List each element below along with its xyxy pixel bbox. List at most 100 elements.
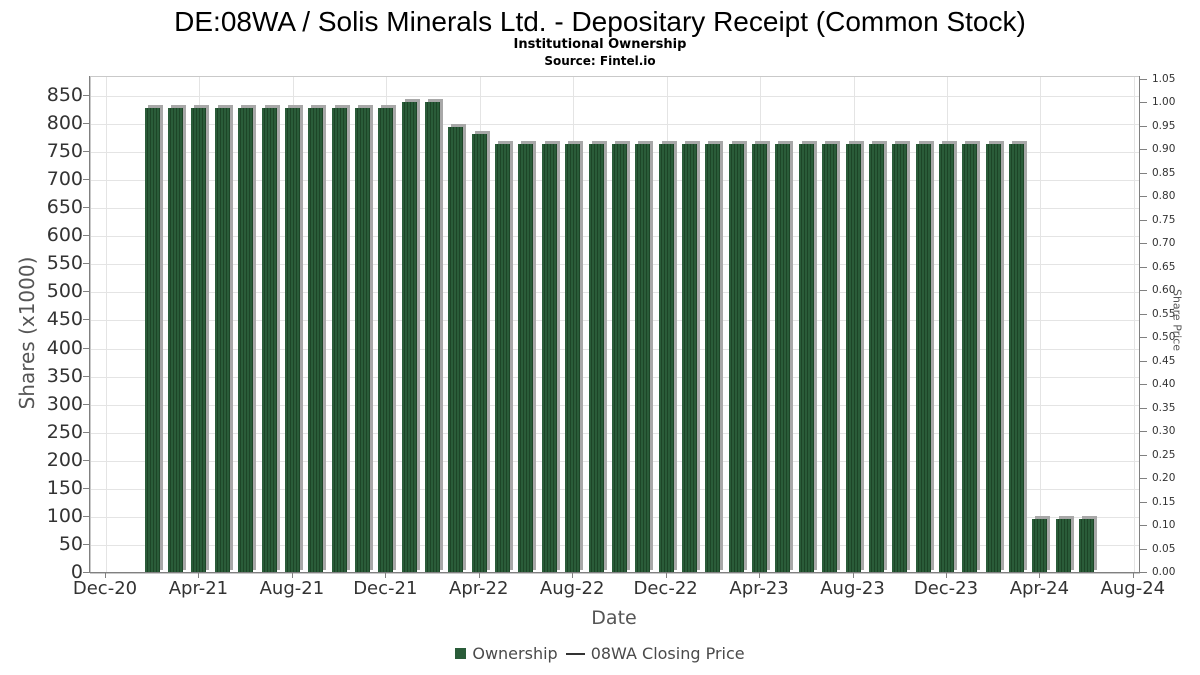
- y-right-tick-label: 0.55: [1152, 307, 1176, 320]
- legend-label-ownership: Ownership: [472, 644, 558, 663]
- y-left-tick-mark: [83, 123, 90, 125]
- y-left-tick-mark: [83, 179, 90, 181]
- x-tick-label: Apr-22: [449, 578, 509, 599]
- ownership-bar-May-24[interactable]: [1055, 518, 1071, 573]
- y-axis-right-spine: [1139, 76, 1140, 573]
- x-tick-label: Dec-22: [633, 578, 698, 599]
- x-axis-title: Date: [591, 607, 637, 629]
- y-right-tick-mark: [1140, 525, 1147, 526]
- ownership-bar-Feb-24[interactable]: [985, 143, 1001, 573]
- y-right-tick-label: 0.20: [1152, 472, 1176, 484]
- y-right-tick-label: 0.25: [1152, 448, 1176, 461]
- y-right-tick-mark: [1140, 196, 1147, 197]
- ownership-bar-Mar-23[interactable]: [728, 143, 744, 573]
- y-left-tick-label: 800: [46, 112, 83, 135]
- ownership-bar-Mar-22[interactable]: [448, 126, 464, 573]
- y-right-tick-mark: [1140, 102, 1147, 103]
- ownership-bar-Apr-21[interactable]: [191, 108, 207, 573]
- y-right-tick-label: 0.95: [1152, 119, 1176, 132]
- ownership-bar-May-22[interactable]: [495, 143, 511, 573]
- x-tick-label: Aug-21: [259, 578, 325, 599]
- x-tick-label: Apr-23: [729, 578, 789, 599]
- y-left-tick-mark: [83, 375, 90, 377]
- ownership-bar-Dec-23[interactable]: [938, 143, 954, 573]
- ownership-bar-Jan-24[interactable]: [962, 143, 978, 573]
- y-right-tick-mark: [1140, 384, 1147, 385]
- y-right-tick-mark: [1140, 290, 1147, 291]
- h-gridline: [91, 96, 1139, 97]
- y-right-tick-mark: [1140, 313, 1147, 315]
- y-right-tick-mark: [1140, 360, 1147, 362]
- ownership-bar-Jun-24[interactable]: [1079, 518, 1095, 573]
- y-right-tick-label: 0.45: [1152, 354, 1176, 367]
- y-right-tick-mark: [1140, 431, 1147, 432]
- x-tick-label: Dec-23: [913, 578, 979, 599]
- y-right-tick-mark: [1140, 572, 1147, 573]
- ownership-bar-Oct-21[interactable]: [331, 108, 347, 573]
- ownership-bar-Apr-23[interactable]: [752, 143, 768, 573]
- ownership-bar-Feb-23[interactable]: [705, 143, 721, 573]
- y-right-tick-label: 0.10: [1152, 519, 1176, 531]
- y-axis-left-title: Shares (x1000): [15, 256, 39, 410]
- ownership-bar-Jan-23[interactable]: [682, 143, 697, 573]
- ownership-bar-Apr-24[interactable]: [1032, 518, 1048, 573]
- x-tick-mark: [852, 572, 854, 578]
- x-tick-label: Aug-23: [820, 578, 885, 599]
- y-left-tick-label: 400: [46, 336, 83, 359]
- ownership-bar-Aug-21[interactable]: [284, 108, 300, 573]
- ownership-bar-Mar-24[interactable]: [1009, 143, 1025, 573]
- ownership-bar-Dec-22[interactable]: [658, 143, 674, 573]
- y-right-tick-mark: [1140, 172, 1147, 174]
- ownership-bar-Jun-22[interactable]: [518, 143, 534, 573]
- ownership-bar-Nov-23[interactable]: [915, 143, 931, 573]
- ownership-bar-Sep-23[interactable]: [868, 143, 884, 573]
- x-tick-mark: [572, 572, 574, 578]
- y-left-tick-label: 700: [46, 168, 83, 191]
- closing-price-line-icon: [565, 652, 585, 655]
- legend-item-ownership[interactable]: Ownership: [455, 644, 558, 663]
- ownership-bar-Nov-21[interactable]: [354, 108, 370, 573]
- y-left-tick-mark: [83, 403, 90, 405]
- x-tick-mark: [759, 572, 761, 578]
- ownership-bar-Oct-23[interactable]: [892, 143, 908, 573]
- ownership-bar-Aug-23[interactable]: [845, 143, 861, 573]
- ownership-bar-Apr-22[interactable]: [471, 133, 487, 573]
- y-left-tick-label: 50: [58, 532, 83, 555]
- y-right-tick-label: 0.75: [1152, 213, 1176, 226]
- ownership-bar-May-23[interactable]: [775, 143, 791, 573]
- y-left-tick-mark: [83, 235, 90, 237]
- x-axis-spine: [89, 572, 1140, 573]
- ownership-bar-Jul-23[interactable]: [822, 143, 838, 573]
- legend-item-closing-price[interactable]: 08WA Closing Price: [565, 644, 745, 663]
- ownership-bar-Feb-21[interactable]: [144, 108, 160, 573]
- ownership-bar-May-21[interactable]: [214, 108, 230, 573]
- y-left-tick-mark: [83, 459, 90, 461]
- y-left-tick-label: 650: [46, 196, 83, 219]
- y-left-tick-mark: [83, 263, 90, 265]
- x-tick-label: Dec-20: [72, 578, 138, 599]
- v-gridline: [1040, 77, 1042, 573]
- y-right-tick-label: 0.05: [1152, 542, 1176, 555]
- y-right-tick-mark: [1140, 266, 1147, 268]
- ownership-bar-Sep-21[interactable]: [308, 108, 324, 573]
- ownership-bar-Dec-21[interactable]: [378, 108, 394, 573]
- ownership-bar-Mar-21[interactable]: [168, 108, 184, 573]
- x-tick-mark: [945, 572, 947, 578]
- y-left-tick-label: 750: [46, 140, 83, 163]
- ownership-bar-Jul-22[interactable]: [541, 143, 557, 573]
- ownership-bar-Nov-22[interactable]: [635, 143, 651, 573]
- ownership-bar-Jul-21[interactable]: [261, 108, 277, 573]
- ownership-bar-Feb-22[interactable]: [425, 101, 441, 573]
- ownership-bar-Sep-22[interactable]: [588, 143, 604, 573]
- ownership-bar-Jan-22[interactable]: [401, 101, 417, 573]
- y-left-tick-label: 600: [46, 224, 83, 247]
- y-right-tick-mark: [1140, 478, 1147, 479]
- y-right-tick-mark: [1140, 78, 1147, 80]
- ownership-bar-Jun-23[interactable]: [798, 143, 814, 573]
- ownership-bar-Oct-22[interactable]: [611, 143, 627, 573]
- ownership-bar-Jun-21[interactable]: [238, 108, 254, 573]
- ownership-bar-Aug-22[interactable]: [565, 143, 581, 573]
- y-right-tick-mark: [1140, 454, 1147, 456]
- x-tick-mark: [478, 572, 480, 578]
